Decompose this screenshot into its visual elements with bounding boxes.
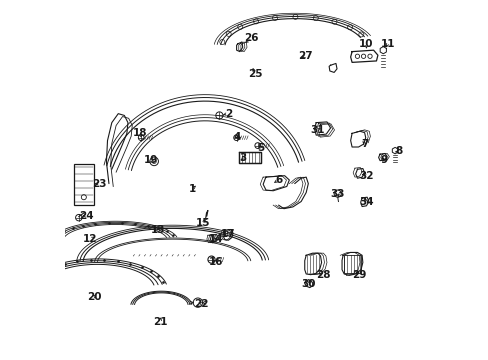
Text: 13: 13 <box>151 225 165 235</box>
Text: 24: 24 <box>79 211 94 221</box>
Text: 32: 32 <box>359 171 373 181</box>
Text: 15: 15 <box>196 218 210 228</box>
Text: 23: 23 <box>92 179 106 189</box>
Text: 11: 11 <box>380 39 394 49</box>
Text: 1: 1 <box>188 184 196 194</box>
Text: 4: 4 <box>233 132 241 142</box>
Text: 25: 25 <box>247 69 262 79</box>
Text: 2: 2 <box>224 109 231 119</box>
Text: 7: 7 <box>360 139 367 149</box>
Text: 31: 31 <box>310 125 325 135</box>
Text: 29: 29 <box>351 270 366 280</box>
Text: 3: 3 <box>239 153 246 163</box>
Text: 10: 10 <box>359 39 373 49</box>
Text: 22: 22 <box>194 299 208 309</box>
Bar <box>74 164 94 205</box>
Text: 5: 5 <box>257 143 264 153</box>
Text: 30: 30 <box>301 279 316 289</box>
Text: 20: 20 <box>86 292 101 302</box>
Bar <box>344 255 361 273</box>
Text: 27: 27 <box>298 51 312 61</box>
Text: 9: 9 <box>380 155 387 165</box>
Text: 16: 16 <box>208 257 223 267</box>
Text: 19: 19 <box>144 155 158 165</box>
Text: 6: 6 <box>274 175 282 185</box>
Text: 12: 12 <box>83 234 97 244</box>
Text: 26: 26 <box>244 33 258 43</box>
Text: 21: 21 <box>153 317 167 327</box>
Text: 28: 28 <box>316 270 330 280</box>
Text: 34: 34 <box>358 197 373 207</box>
Text: 17: 17 <box>221 229 235 239</box>
Text: 33: 33 <box>330 189 344 199</box>
Text: 8: 8 <box>394 146 402 156</box>
Text: 14: 14 <box>208 234 223 244</box>
Text: 18: 18 <box>133 129 147 138</box>
Bar <box>239 152 261 163</box>
